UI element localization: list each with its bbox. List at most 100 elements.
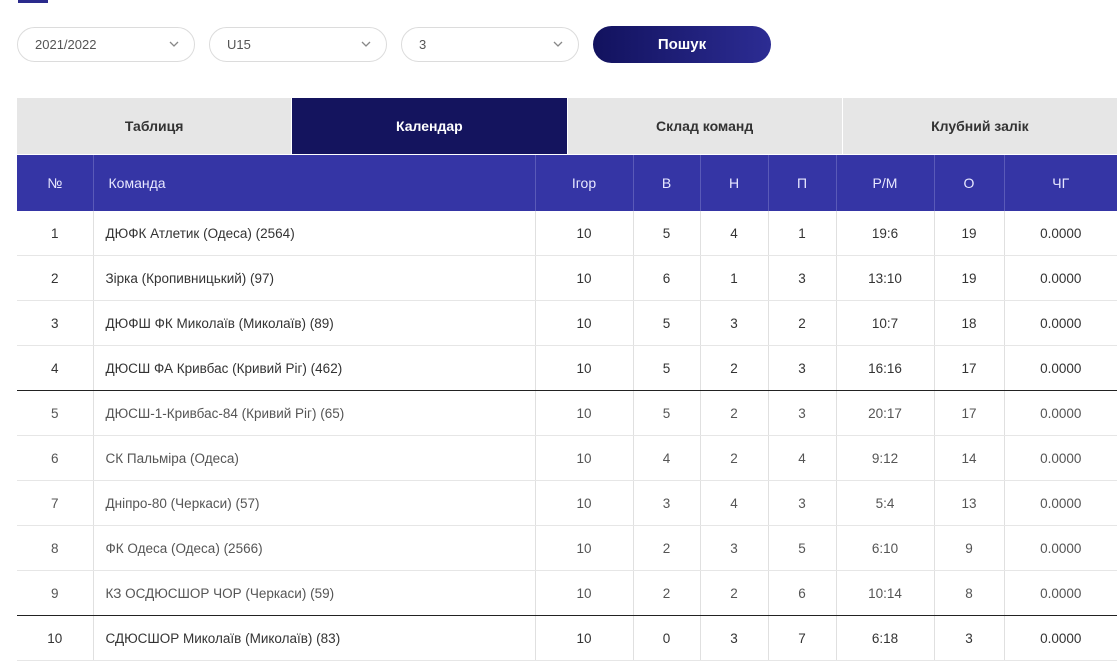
wins-cell: 2 <box>633 525 701 571</box>
chevron-down-icon <box>169 41 179 47</box>
column-header-points[interactable]: О <box>934 155 1005 211</box>
wins-cell: 5 <box>633 345 701 391</box>
tab-team-rosters[interactable]: Склад команд <box>567 98 843 154</box>
points-cell: 8 <box>934 570 1005 616</box>
draws-cell: 3 <box>700 615 769 661</box>
losses-cell: 6 <box>768 570 837 616</box>
losses-cell: 3 <box>768 480 837 526</box>
points-cell: 17 <box>934 390 1005 436</box>
goals-cell: 10:7 <box>836 300 935 346</box>
table-row: 8 ФК Одеса (Одеса) (2566) 10 2 3 5 6:10 … <box>17 525 1117 571</box>
column-header-number[interactable]: № <box>17 155 94 211</box>
draws-cell: 3 <box>700 525 769 571</box>
goals-cell: 9:12 <box>836 435 935 481</box>
games-cell: 10 <box>535 211 634 256</box>
filter-bar: 2021/2022 U15 3 Пошук <box>17 26 771 63</box>
games-cell: 10 <box>535 345 634 391</box>
team-name: ДЮСШ ФА Кривбас (Кривий Ріг) (462) <box>93 345 536 391</box>
row-number: 8 <box>17 525 94 571</box>
row-number: 10 <box>17 615 94 661</box>
losses-cell: 2 <box>768 300 837 346</box>
standings-table: № Команда Ігор В Н П Р/М О ЧГ 1 ДЮФК Атл… <box>17 155 1117 661</box>
fair-play-cell: 0.0000 <box>1004 525 1117 571</box>
points-cell: 9 <box>934 525 1005 571</box>
losses-cell: 5 <box>768 525 837 571</box>
table-header-row: № Команда Ігор В Н П Р/М О ЧГ <box>17 155 1117 211</box>
season-select[interactable]: 2021/2022 <box>17 27 195 62</box>
draws-cell: 3 <box>700 300 769 346</box>
fair-play-cell: 0.0000 <box>1004 570 1117 616</box>
points-cell: 3 <box>934 615 1005 661</box>
table-row: 9 КЗ ОСДЮСШОР ЧОР (Черкаси) (59) 10 2 2 … <box>17 570 1117 616</box>
losses-cell: 1 <box>768 211 837 256</box>
draws-cell: 4 <box>700 211 769 256</box>
table-row: 6 СК Пальміра (Одеса) 10 4 2 4 9:12 14 0… <box>17 435 1117 481</box>
column-header-draws[interactable]: Н <box>700 155 769 211</box>
season-select-value: 2021/2022 <box>35 37 97 52</box>
games-cell: 10 <box>535 615 634 661</box>
wins-cell: 0 <box>633 615 701 661</box>
fair-play-cell: 0.0000 <box>1004 255 1117 301</box>
table-row: 2 Зірка (Кропивницький) (97) 10 6 1 3 13… <box>17 255 1117 301</box>
goals-cell: 5:4 <box>836 480 935 526</box>
team-name: Зірка (Кропивницький) (97) <box>93 255 536 301</box>
fair-play-cell: 0.0000 <box>1004 615 1117 661</box>
wins-cell: 6 <box>633 255 701 301</box>
goals-cell: 16:16 <box>836 345 935 391</box>
row-number: 1 <box>17 211 94 256</box>
wins-cell: 2 <box>633 570 701 616</box>
points-cell: 19 <box>934 211 1005 256</box>
table-row: 1 ДЮФК Атлетик (Одеса) (2564) 10 5 4 1 1… <box>17 211 1117 256</box>
points-cell: 18 <box>934 300 1005 346</box>
goals-cell: 6:10 <box>836 525 935 571</box>
column-header-team[interactable]: Команда <box>93 155 536 211</box>
division-select-value: 3 <box>419 37 427 52</box>
goals-cell: 20:17 <box>836 390 935 436</box>
row-number: 3 <box>17 300 94 346</box>
team-name: ДЮФШ ФК Миколаїв (Миколаїв) (89) <box>93 300 536 346</box>
table-row: 4 ДЮСШ ФА Кривбас (Кривий Ріг) (462) 10 … <box>17 345 1117 391</box>
draws-cell: 1 <box>700 255 769 301</box>
wins-cell: 3 <box>633 480 701 526</box>
column-header-goals[interactable]: Р/М <box>836 155 935 211</box>
column-header-games[interactable]: Ігор <box>535 155 634 211</box>
column-header-losses[interactable]: П <box>768 155 837 211</box>
team-name: СДЮСШОР Миколаїв (Миколаїв) (83) <box>93 615 536 661</box>
row-number: 7 <box>17 480 94 526</box>
age-group-select[interactable]: U15 <box>209 27 387 62</box>
search-button[interactable]: Пошук <box>593 26 771 63</box>
team-name: ДЮСШ-1-Кривбас-84 (Кривий Ріг) (65) <box>93 390 536 436</box>
division-select[interactable]: 3 <box>401 27 579 62</box>
draws-cell: 4 <box>700 480 769 526</box>
tab-table[interactable]: Таблиця <box>17 98 293 154</box>
column-header-wins[interactable]: В <box>633 155 701 211</box>
chevron-down-icon <box>553 41 563 47</box>
fair-play-cell: 0.0000 <box>1004 345 1117 391</box>
fair-play-cell: 0.0000 <box>1004 390 1117 436</box>
column-header-fair-play[interactable]: ЧГ <box>1004 155 1117 211</box>
draws-cell: 2 <box>700 390 769 436</box>
tab-calendar[interactable]: Календар <box>292 98 568 154</box>
points-cell: 13 <box>934 480 1005 526</box>
losses-cell: 3 <box>768 345 837 391</box>
games-cell: 10 <box>535 255 634 301</box>
losses-cell: 3 <box>768 390 837 436</box>
team-name: ДЮФК Атлетик (Одеса) (2564) <box>93 211 536 256</box>
games-cell: 10 <box>535 435 634 481</box>
row-number: 9 <box>17 570 94 616</box>
row-number: 2 <box>17 255 94 301</box>
losses-cell: 3 <box>768 255 837 301</box>
losses-cell: 7 <box>768 615 837 661</box>
tab-club-standings[interactable]: Клубний залік <box>842 98 1117 154</box>
table-row: 10 СДЮСШОР Миколаїв (Миколаїв) (83) 10 0… <box>17 615 1117 661</box>
games-cell: 10 <box>535 570 634 616</box>
table-row: 7 Дніпро-80 (Черкаси) (57) 10 3 4 3 5:4 … <box>17 480 1117 526</box>
goals-cell: 10:14 <box>836 570 935 616</box>
goals-cell: 13:10 <box>836 255 935 301</box>
points-cell: 17 <box>934 345 1005 391</box>
page-title-accent <box>18 0 48 3</box>
games-cell: 10 <box>535 480 634 526</box>
goals-cell: 6:18 <box>836 615 935 661</box>
wins-cell: 4 <box>633 435 701 481</box>
points-cell: 14 <box>934 435 1005 481</box>
